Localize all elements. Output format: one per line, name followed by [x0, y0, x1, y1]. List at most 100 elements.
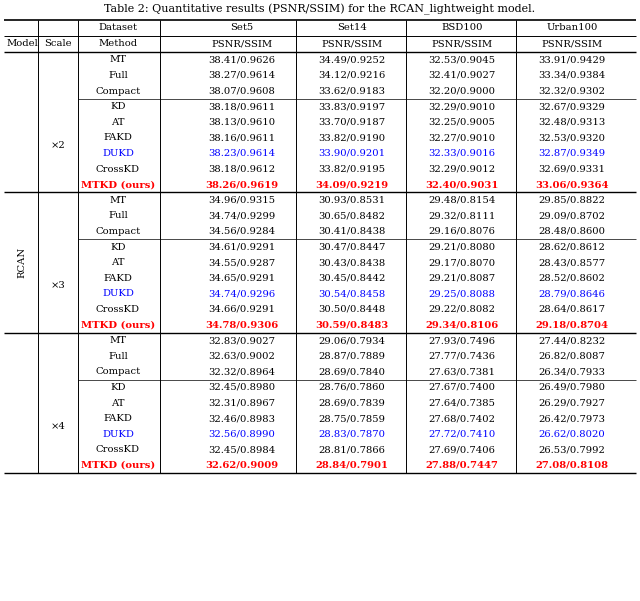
Text: AT: AT — [111, 398, 125, 407]
Text: DUKD: DUKD — [102, 289, 134, 298]
Text: 29.09/0.8702: 29.09/0.8702 — [538, 212, 605, 221]
Text: KD: KD — [110, 102, 125, 111]
Text: MT: MT — [109, 55, 127, 64]
Text: PSNR/SSIM: PSNR/SSIM — [211, 40, 273, 49]
Text: 34.09/0.9219: 34.09/0.9219 — [316, 180, 388, 189]
Text: 28.75/0.7859: 28.75/0.7859 — [319, 414, 385, 423]
Text: Urban100: Urban100 — [547, 23, 598, 32]
Text: 32.53/0.9045: 32.53/0.9045 — [428, 55, 495, 64]
Text: 32.41/0.9027: 32.41/0.9027 — [428, 71, 495, 80]
Text: 33.34/0.9384: 33.34/0.9384 — [538, 71, 605, 80]
Text: 28.84/0.7901: 28.84/0.7901 — [316, 461, 388, 470]
Text: 32.83/0.9027: 32.83/0.9027 — [209, 336, 275, 345]
Text: 38.07/0.9608: 38.07/0.9608 — [209, 87, 275, 96]
Text: MT: MT — [109, 336, 127, 345]
Text: 34.56/0.9284: 34.56/0.9284 — [209, 227, 276, 236]
Text: 28.64/0.8617: 28.64/0.8617 — [538, 305, 605, 314]
Text: 27.64/0.7385: 27.64/0.7385 — [429, 398, 495, 407]
Text: 28.81/0.7866: 28.81/0.7866 — [319, 445, 385, 454]
Text: 34.66/0.9291: 34.66/0.9291 — [209, 305, 275, 314]
Text: 30.93/0.8531: 30.93/0.8531 — [319, 196, 385, 205]
Text: 32.62/0.9009: 32.62/0.9009 — [205, 461, 278, 470]
Text: Compact: Compact — [95, 87, 141, 96]
Text: 32.32/0.8964: 32.32/0.8964 — [209, 367, 275, 376]
Text: 26.53/0.7992: 26.53/0.7992 — [539, 445, 605, 454]
Text: 30.65/0.8482: 30.65/0.8482 — [319, 212, 385, 221]
Text: KD: KD — [110, 242, 125, 251]
Text: Table 2: Quantitative results (PSNR/SSIM) for the RCAN_lightweight model.: Table 2: Quantitative results (PSNR/SSIM… — [104, 4, 536, 14]
Text: MTKD (ours): MTKD (ours) — [81, 461, 155, 470]
Text: 29.21/0.8080: 29.21/0.8080 — [428, 242, 495, 251]
Text: 38.41/0.9626: 38.41/0.9626 — [209, 55, 275, 64]
Text: 29.22/0.8082: 29.22/0.8082 — [429, 305, 495, 314]
Text: DUKD: DUKD — [102, 430, 134, 439]
Text: 38.18/0.9611: 38.18/0.9611 — [209, 102, 276, 111]
Text: MTKD (ours): MTKD (ours) — [81, 180, 155, 189]
Text: 26.42/0.7973: 26.42/0.7973 — [538, 414, 605, 423]
Text: 28.76/0.7860: 28.76/0.7860 — [319, 383, 385, 392]
Text: 33.82/0.9190: 33.82/0.9190 — [319, 133, 385, 142]
Text: 34.74/0.9299: 34.74/0.9299 — [209, 212, 276, 221]
Text: 29.06/0.7934: 29.06/0.7934 — [319, 336, 385, 345]
Text: 32.45/0.8984: 32.45/0.8984 — [209, 445, 276, 454]
Text: 38.16/0.9611: 38.16/0.9611 — [209, 133, 276, 142]
Text: 28.79/0.8646: 28.79/0.8646 — [539, 289, 605, 298]
Text: CrossKD: CrossKD — [96, 165, 140, 174]
Text: 32.87/0.9349: 32.87/0.9349 — [538, 149, 605, 158]
Text: 34.61/0.9291: 34.61/0.9291 — [209, 242, 276, 251]
Text: 32.46/0.8983: 32.46/0.8983 — [209, 414, 275, 423]
Text: 33.06/0.9364: 33.06/0.9364 — [535, 180, 609, 189]
Text: 26.82/0.8087: 26.82/0.8087 — [539, 352, 605, 361]
Text: 29.16/0.8076: 29.16/0.8076 — [429, 227, 495, 236]
Text: MTKD (ours): MTKD (ours) — [81, 320, 155, 329]
Text: Dataset: Dataset — [99, 23, 138, 32]
Text: 26.62/0.8020: 26.62/0.8020 — [539, 430, 605, 439]
Text: BSD100: BSD100 — [441, 23, 483, 32]
Text: 34.12/0.9216: 34.12/0.9216 — [318, 71, 386, 80]
Text: ×3: ×3 — [51, 281, 65, 290]
Text: 34.74/0.9296: 34.74/0.9296 — [209, 289, 276, 298]
Text: Full: Full — [108, 352, 128, 361]
Text: 32.67/0.9329: 32.67/0.9329 — [539, 102, 605, 111]
Text: Model: Model — [6, 40, 38, 49]
Text: 30.47/0.8447: 30.47/0.8447 — [318, 242, 386, 251]
Text: 27.88/0.7447: 27.88/0.7447 — [426, 461, 499, 470]
Text: Full: Full — [108, 71, 128, 80]
Text: 29.48/0.8154: 29.48/0.8154 — [428, 196, 496, 205]
Text: FAKD: FAKD — [104, 414, 132, 423]
Text: 27.67/0.7400: 27.67/0.7400 — [429, 383, 495, 392]
Text: 27.93/0.7496: 27.93/0.7496 — [429, 336, 495, 345]
Text: 32.32/0.9302: 32.32/0.9302 — [538, 87, 605, 96]
Text: 30.54/0.8458: 30.54/0.8458 — [318, 289, 386, 298]
Text: 33.82/0.9195: 33.82/0.9195 — [319, 165, 385, 174]
Text: CrossKD: CrossKD — [96, 445, 140, 454]
Text: 26.49/0.7980: 26.49/0.7980 — [538, 383, 605, 392]
Text: Full: Full — [108, 212, 128, 221]
Text: 28.48/0.8600: 28.48/0.8600 — [538, 227, 605, 236]
Text: MT: MT — [109, 196, 127, 205]
Text: 28.83/0.7870: 28.83/0.7870 — [319, 430, 385, 439]
Text: PSNR/SSIM: PSNR/SSIM — [431, 40, 493, 49]
Text: Method: Method — [99, 40, 138, 49]
Text: 38.18/0.9612: 38.18/0.9612 — [209, 165, 276, 174]
Text: 38.26/0.9619: 38.26/0.9619 — [205, 180, 278, 189]
Text: 26.29/0.7927: 26.29/0.7927 — [539, 398, 605, 407]
Text: Scale: Scale — [44, 40, 72, 49]
Text: 32.27/0.9010: 32.27/0.9010 — [428, 133, 495, 142]
Text: 32.33/0.9016: 32.33/0.9016 — [429, 149, 495, 158]
Text: 32.31/0.8967: 32.31/0.8967 — [209, 398, 275, 407]
Text: 30.45/0.8442: 30.45/0.8442 — [318, 273, 386, 282]
Text: 34.78/0.9306: 34.78/0.9306 — [205, 320, 278, 329]
Text: PSNR/SSIM: PSNR/SSIM — [541, 40, 603, 49]
Text: 38.27/0.9614: 38.27/0.9614 — [209, 71, 276, 80]
Text: 27.63/0.7381: 27.63/0.7381 — [429, 367, 495, 376]
Text: 27.77/0.7436: 27.77/0.7436 — [429, 352, 495, 361]
Text: RCAN: RCAN — [17, 247, 26, 278]
Text: 28.62/0.8612: 28.62/0.8612 — [539, 242, 605, 251]
Text: 33.62/0.9183: 33.62/0.9183 — [319, 87, 385, 96]
Text: 30.50/0.8448: 30.50/0.8448 — [318, 305, 386, 314]
Text: 32.69/0.9331: 32.69/0.9331 — [538, 165, 605, 174]
Text: 29.21/0.8087: 29.21/0.8087 — [428, 273, 495, 282]
Text: 29.25/0.8088: 29.25/0.8088 — [429, 289, 495, 298]
Text: 33.70/0.9187: 33.70/0.9187 — [319, 118, 385, 127]
